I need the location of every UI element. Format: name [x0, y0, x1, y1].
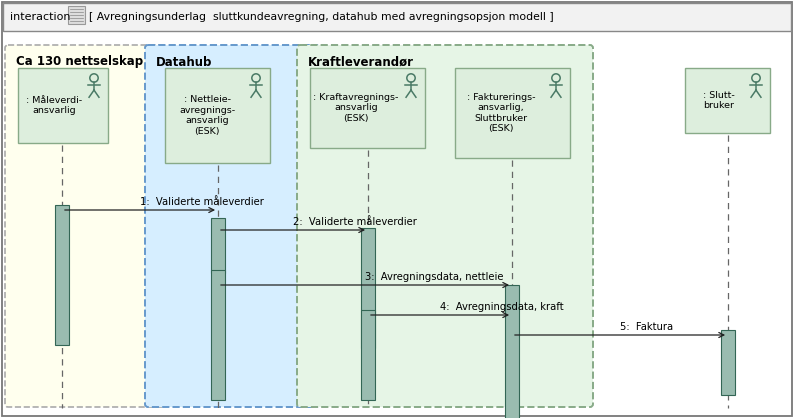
Text: 5:  Faktura: 5: Faktura — [620, 322, 673, 332]
Text: : Måleverdi-
ansvarlig: : Måleverdi- ansvarlig — [26, 96, 82, 115]
Text: 4:  Avregningsdata, kraft: 4: Avregningsdata, kraft — [440, 302, 564, 312]
FancyBboxPatch shape — [297, 45, 593, 407]
Bar — [721, 330, 735, 395]
Bar — [211, 218, 225, 273]
FancyBboxPatch shape — [310, 68, 425, 148]
FancyBboxPatch shape — [165, 68, 270, 163]
Text: interaction: interaction — [10, 12, 71, 22]
FancyBboxPatch shape — [18, 68, 108, 143]
Bar — [505, 285, 519, 418]
Text: : Slutt-
bruker: : Slutt- bruker — [703, 91, 735, 110]
Bar — [361, 310, 375, 400]
Bar — [55, 205, 69, 345]
Bar — [211, 270, 225, 400]
Text: : Nettleie-
avregnings-
ansvarlig
(ESK): : Nettleie- avregnings- ansvarlig (ESK) — [179, 95, 235, 135]
Text: Kraftleverandør: Kraftleverandør — [308, 56, 414, 69]
Text: : Kraftavregnings-
ansvarlig
(ESK): : Kraftavregnings- ansvarlig (ESK) — [314, 93, 399, 123]
FancyBboxPatch shape — [145, 45, 319, 407]
Text: : Fakturerings-
ansvarlig,
Sluttbruker
(ESK): : Fakturerings- ansvarlig, Sluttbruker (… — [467, 93, 535, 133]
Text: 3:  Avregningsdata, nettleie: 3: Avregningsdata, nettleie — [365, 272, 503, 282]
Text: Ca 130 nettselskap: Ca 130 nettselskap — [16, 56, 143, 69]
Text: [ Avregningsunderlag  sluttkundeavregning, datahub med avregningsopsjon modell ]: [ Avregningsunderlag sluttkundeavregning… — [89, 12, 553, 22]
Bar — [361, 228, 375, 348]
FancyBboxPatch shape — [455, 68, 570, 158]
Text: 2:  Validerte måleverdier: 2: Validerte måleverdier — [293, 217, 417, 227]
FancyBboxPatch shape — [3, 3, 791, 31]
Text: 1:  Validerte måleverdier: 1: Validerte måleverdier — [140, 197, 264, 207]
FancyBboxPatch shape — [685, 68, 770, 133]
Text: Datahub: Datahub — [156, 56, 212, 69]
FancyBboxPatch shape — [5, 45, 166, 407]
Bar — [68, 6, 85, 24]
